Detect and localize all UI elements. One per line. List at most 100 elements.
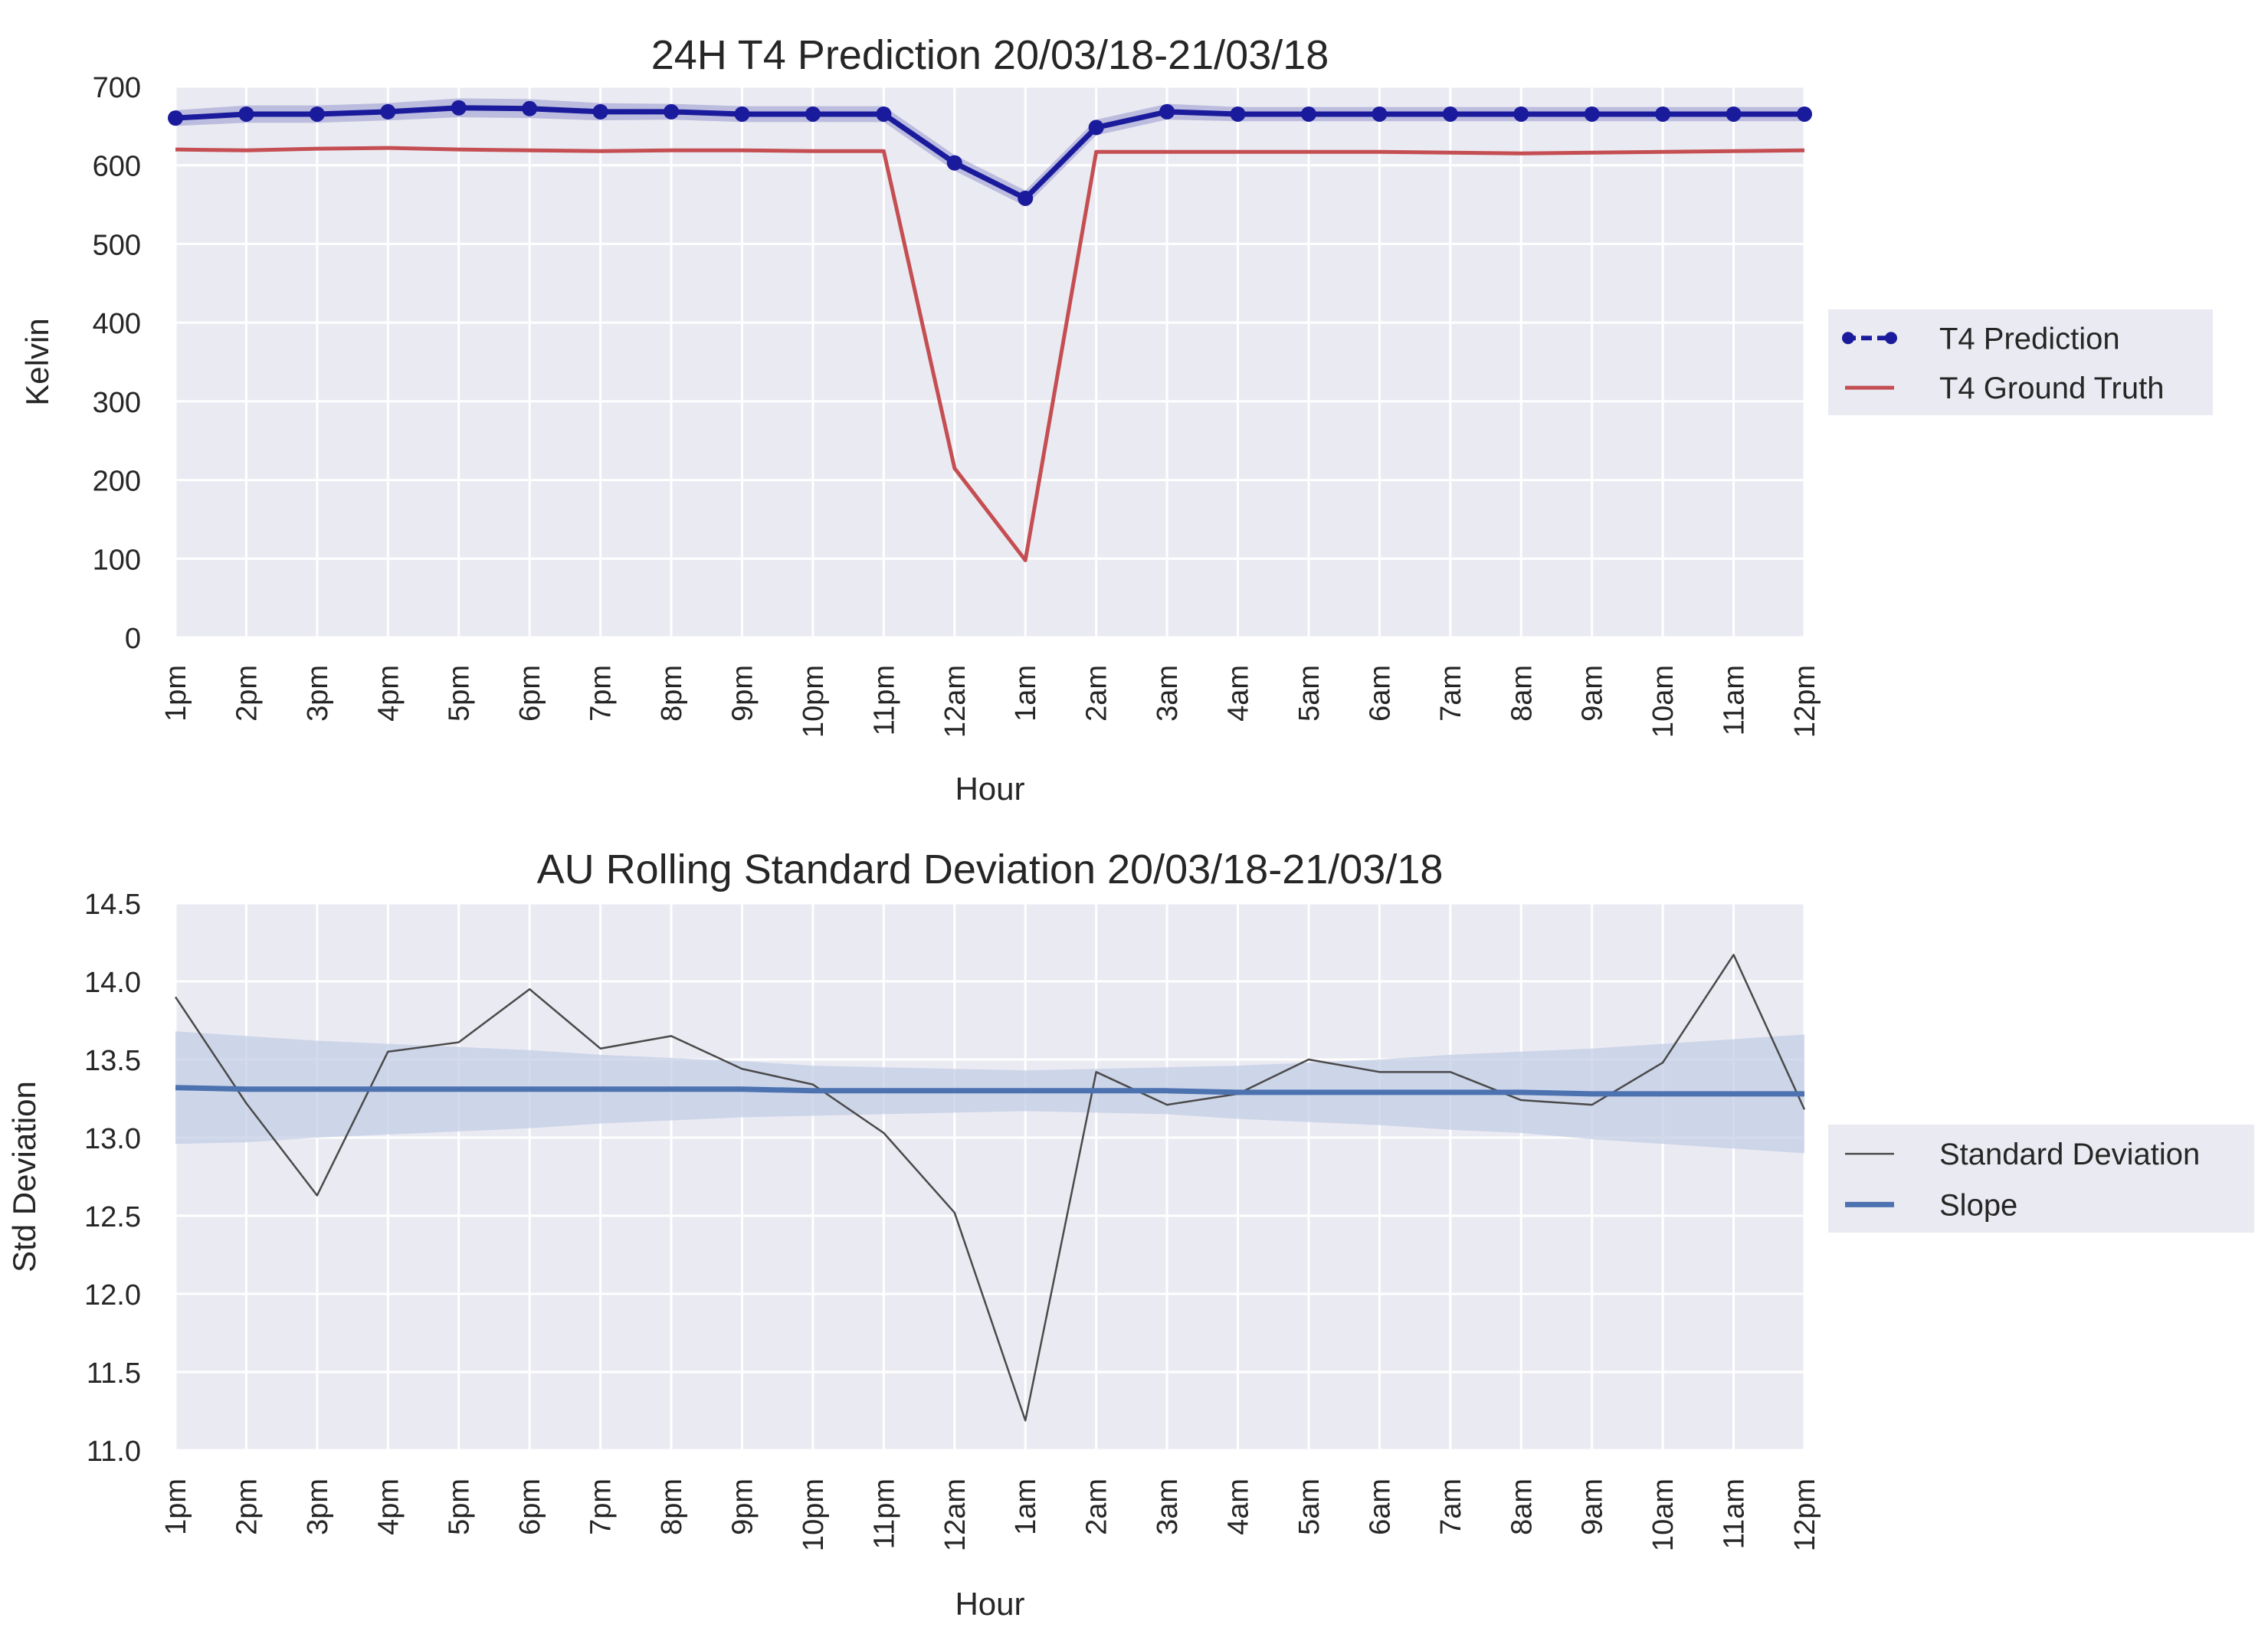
x-tick-label: 8pm [656,665,688,722]
x-tick-label: 4am [1223,665,1255,722]
x-tick-label: 8am [1506,665,1538,722]
x-tick-label: 3pm [302,1479,334,1535]
chart-title: AU Rolling Standard Deviation 20/03/18-2… [537,847,1444,892]
y-tick-label: 0 [125,623,141,655]
x-tick-label: 12am [939,665,972,738]
x-tick-label: 4am [1223,1479,1255,1535]
x-tick-label: 2pm [231,1479,263,1535]
x-tick-label: 4pm [372,1479,405,1535]
y-tick-label: 700 [93,72,141,104]
point-t4-prediction [1088,120,1104,136]
x-tick-label: 10pm [798,1479,830,1551]
x-tick-label: 7am [1435,1479,1467,1535]
chart-title: 24H T4 Prediction 20/03/18-21/03/18 [651,32,1329,78]
point-t4-prediction [1372,106,1388,122]
y-tick-label: 200 [93,466,141,498]
point-t4-prediction [1442,106,1458,122]
x-tick-label: 2pm [231,665,263,722]
y-tick-label: 300 [93,387,141,419]
x-axis-label: Hour [955,1586,1024,1622]
point-t4-prediction [1584,106,1600,122]
x-tick-label: 3pm [302,665,334,722]
legend-box [1828,1125,2254,1233]
x-tick-labels: 1pm 2pm 3pm 4pm 5pm 6pm 7pm 8pm 9pm 10pm 11pm 12am 1… [160,665,1821,738]
y-tick-labels: 0 100 200 300 400 500 600 700 [93,72,141,655]
point-t4-prediction [734,106,750,122]
point-t4-prediction [380,103,396,120]
legend-label-t4-ground-truth: T4 Ground Truth [1939,372,2164,405]
point-t4-prediction [946,155,962,171]
point-t4-prediction [592,103,608,120]
y-tick-label: 14.0 [84,967,141,999]
au-rolling-std-chart: 11.0 11.5 12.0 12.5 13.0 13.5 14.0 14.5 1pm 2pm 3… [6,847,2254,1622]
x-tick-label: 3am [1152,1479,1184,1535]
y-tick-label: 13.0 [84,1123,141,1155]
x-tick-label: 4pm [372,665,405,722]
legend: Standard Deviation Slope [1828,1125,2254,1233]
x-tick-label: 9pm [726,665,759,722]
y-tick-label: 12.5 [84,1201,141,1233]
point-t4-prediction [664,103,680,120]
x-tick-label: 11am [1719,1479,1751,1549]
y-tick-label: 11.5 [87,1357,141,1390]
band-t4-prediction [175,98,1804,207]
series-line-slope [175,1085,1804,1097]
x-tick-label: 1pm [160,1479,192,1535]
x-tick-label: 7am [1435,665,1467,722]
legend-label-slope: Slope [1939,1188,2017,1222]
x-tick-label: 12pm [1789,665,1821,738]
y-tick-label: 100 [93,544,141,576]
point-t4-prediction [522,100,538,116]
x-tick-label: 6am [1364,1479,1396,1535]
point-t4-prediction [1018,190,1034,206]
x-tick-labels: 1pm 2pm 3pm 4pm 5pm 6pm 7pm 8pm 9pm 10pm 11pm 12am 1… [160,1479,1821,1551]
point-t4-prediction [1300,106,1316,122]
point-t4-prediction [1513,106,1529,122]
y-axis-label: Std Deviation [6,1081,42,1272]
y-tick-label: 600 [93,151,141,183]
y-axis-label: Kelvin [19,318,55,405]
x-tick-label: 5am [1293,665,1326,722]
plot-area [175,87,1804,637]
x-tick-label: 9am [1577,665,1609,722]
point-t4-prediction [309,106,325,122]
x-tick-label: 8pm [656,1479,688,1535]
series-markers [168,100,1812,206]
x-tick-label: 11pm [868,1479,900,1549]
x-tick-label: 10pm [798,665,830,738]
x-axis-label: Hour [955,771,1024,807]
point-t4-prediction [1655,106,1671,122]
point-t4-prediction [451,100,467,116]
x-tick-label: 1am [1010,1479,1042,1535]
x-tick-label: 8am [1506,1479,1538,1535]
y-tick-label: 14.5 [84,889,141,921]
legend-label-t4-prediction: T4 Prediction [1939,322,2120,355]
x-tick-label: 5am [1293,1479,1326,1535]
y-tick-label: 400 [93,308,141,340]
t4-prediction-chart: 0 100 200 300 400 500 600 700 1pm 2pm 3pm 4pm 5pm 6p… [19,32,2213,807]
legend-label-standard-deviation: Standard Deviation [1939,1138,2200,1171]
legend-marker [1842,332,1854,345]
y-tick-label: 13.5 [84,1045,141,1077]
series-lines [174,954,1806,1422]
y-tick-label: 500 [93,229,141,261]
grid [174,85,1806,639]
x-tick-label: 7pm [585,1479,618,1535]
x-tick-label: 9pm [726,1479,759,1535]
y-tick-label: 11.0 [87,1436,141,1468]
confidence-bands [175,98,1804,207]
x-tick-label: 5pm [444,1479,476,1535]
y-tick-label: 12.0 [84,1279,141,1312]
point-t4-prediction [1797,106,1812,122]
x-tick-label: 12am [939,1479,972,1551]
y-tick-labels: 11.0 11.5 12.0 12.5 13.0 13.5 14.0 14.5 [84,889,141,1468]
x-tick-label: 7pm [585,665,618,722]
x-tick-label: 6pm [514,1479,546,1535]
legend-box [1828,309,2213,415]
point-t4-prediction [805,106,821,122]
x-tick-label: 10am [1647,665,1680,738]
x-tick-label: 5pm [444,665,476,722]
x-tick-label: 12pm [1789,1479,1821,1551]
plot-area [175,903,1804,1450]
